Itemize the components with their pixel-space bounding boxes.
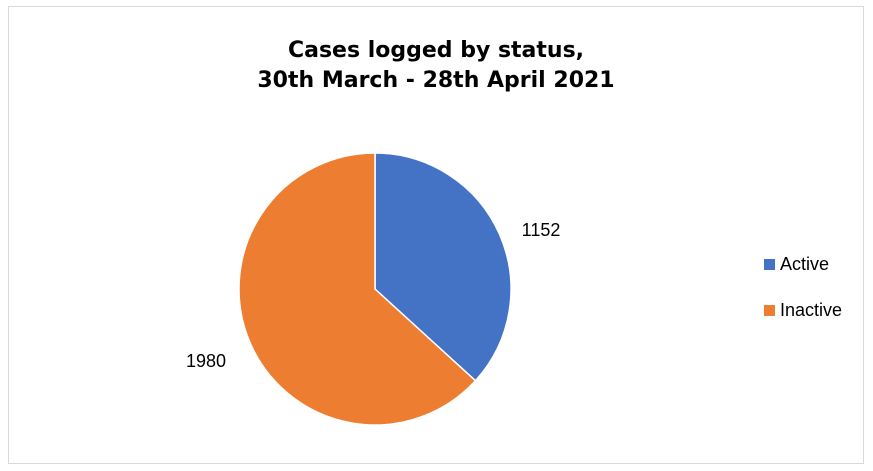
legend-label-active: Active xyxy=(780,253,830,274)
pie-slices xyxy=(238,152,512,426)
pie-slice-active xyxy=(374,152,512,382)
legend-swatch-active xyxy=(764,258,775,270)
legend-swatch-inactive xyxy=(764,304,775,316)
legend-label-inactive: Inactive xyxy=(780,299,843,320)
data-label-inactive: 1980 xyxy=(186,351,226,371)
legend-item-inactive: Inactive xyxy=(764,298,842,322)
legend-item-active: Active xyxy=(764,252,842,276)
legend: Active Inactive xyxy=(764,252,842,344)
pie-slice-inactive xyxy=(238,152,477,426)
pie-data-labels: 1152 1980 xyxy=(186,220,560,371)
chart-title-line-2: 30th March - 28th April 2021 xyxy=(257,68,615,93)
data-label-active: 1152 xyxy=(522,220,561,240)
chart-title-line-1: Cases logged by status, xyxy=(287,38,585,63)
